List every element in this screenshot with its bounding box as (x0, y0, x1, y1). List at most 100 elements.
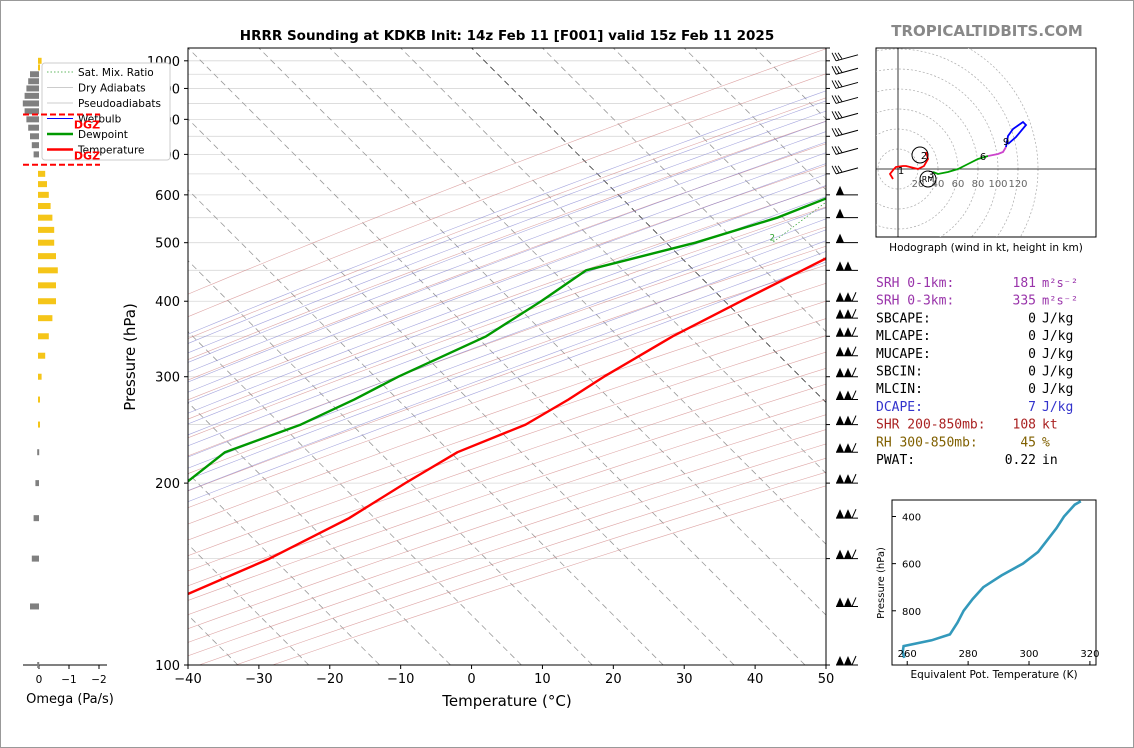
x-tick-label: 20 (605, 672, 622, 687)
dry-adiabat (188, 318, 826, 541)
hodo-height-label: 3 (928, 170, 934, 181)
wind-barb (831, 165, 859, 175)
moist-adiabat (188, 120, 826, 363)
isotherm (188, 472, 380, 665)
dry-adiabat (188, 226, 826, 457)
wind-barb (831, 52, 859, 62)
stat-label: SRH 0-3km: (876, 294, 954, 309)
omega-tick-label: −2 (91, 674, 106, 686)
hodograph (876, 48, 1096, 237)
omega-bar (37, 662, 40, 668)
dry-adiabat (188, 73, 826, 318)
omega-bar (35, 480, 39, 487)
wind-barb (836, 292, 858, 302)
omega-bar (28, 78, 39, 85)
watermark: TROPICALTIDBITS.COM (891, 22, 1083, 40)
x-tick-label: 50 (818, 672, 835, 687)
omega-bar (38, 253, 56, 260)
series-dewpoint (188, 197, 826, 483)
dry-adiabat (188, 143, 826, 381)
x-tick-label: −10 (387, 672, 414, 687)
omega-bar (38, 396, 40, 403)
theta-e-panel: 260 280 300 320 400 600 800 (891, 499, 1099, 666)
omega-bar (38, 267, 58, 274)
moist-adiabat (188, 261, 826, 502)
stat-unit: kt (1042, 418, 1058, 433)
hodo-height-label: 6 (980, 152, 986, 163)
stat-value: 0 (1028, 365, 1036, 380)
moist-adiabat (188, 251, 826, 491)
stat-unit: J/kg (1042, 365, 1073, 380)
omega-bar (38, 421, 40, 428)
hodo-circle (911, 146, 929, 164)
moist-adiabat (188, 131, 826, 373)
omega-bar (22, 100, 39, 107)
stat-value: 108 (1013, 418, 1036, 433)
mixing-ratio-label: 4 (830, 234, 835, 244)
wind-barb (836, 346, 858, 357)
stat-value: 0 (1028, 329, 1036, 344)
omega-bar (38, 352, 46, 359)
mixing-ratio-label: 6 (867, 234, 872, 244)
x-tick-label: −20 (316, 672, 343, 687)
omega-bar (38, 333, 49, 340)
x-tick-label: 0 (467, 672, 475, 687)
moist-adiabat (188, 100, 826, 344)
moist-adiabat (188, 240, 826, 480)
y-tick-label: 300 (155, 371, 180, 386)
omega-axis-label: Omega (Pa/s) (26, 692, 114, 707)
dry-adiabat (188, 383, 826, 601)
x-tick-label: 30 (676, 672, 693, 687)
hodo-segment-magenta (987, 146, 1007, 157)
omega-bar (30, 71, 39, 78)
stat-label: DCAPE: (876, 400, 923, 415)
isotherm (188, 118, 735, 665)
skewt-background-lines: 2 4 6 8 10 13 16 20 24 30 36 (188, 48, 872, 665)
mixing-ratio-label: 2 (770, 234, 775, 244)
dry-adiabat (188, 399, 826, 616)
x-tick-label: 10 (534, 672, 551, 687)
omega-tick-label: 0 (36, 674, 43, 686)
dry-adiabat (188, 300, 826, 525)
stat-label: SBCIN: (876, 365, 923, 380)
wind-barb (831, 111, 859, 120)
wind-barb (836, 261, 858, 271)
theta-e-frame (891, 499, 1097, 666)
wind-barb (836, 327, 858, 337)
omega-bar (28, 124, 39, 131)
omega-bar (38, 282, 56, 289)
dry-adiabat (188, 335, 826, 556)
wind-barb (836, 415, 858, 426)
hodo-height-label: 9 (1003, 137, 1009, 148)
moist-adiabat (188, 163, 826, 403)
dry-adiabat (188, 414, 826, 630)
stat-label: SBCAPE: (876, 311, 931, 326)
storm-motion-circle (919, 170, 937, 188)
hodograph-caption: Hodograph (wind in kt, height in km) (889, 242, 1083, 254)
stat-label: MUCAPE: (876, 347, 931, 362)
theta-e-line (901, 500, 1082, 659)
stat-value: 7 (1028, 400, 1036, 415)
theta-e-xtick-label: 320 (1080, 649, 1099, 660)
theta-e-plot (901, 500, 1082, 659)
omega-bar (38, 315, 53, 322)
omega-bar (38, 57, 42, 64)
y-axis-label: Pressure (hPa) (121, 303, 139, 411)
stat-label: SRH 0-1km: (876, 276, 954, 291)
isotherm (258, 48, 826, 616)
dry-adiabat (188, 120, 826, 360)
theta-e-xtick-label: 300 (1019, 649, 1038, 660)
hodo-height-label: 1 (898, 166, 904, 177)
omega-bar (38, 191, 49, 198)
dgz-label: DGZ (74, 118, 100, 131)
omega-bar (38, 298, 56, 305)
stat-label: PWAT: (876, 453, 915, 468)
omega-panel: 0 −1 −2 DGZ DGZ (22, 57, 107, 686)
wind-barb (836, 233, 858, 244)
moist-adiabat (188, 110, 826, 354)
wind-barb (831, 146, 859, 155)
hodo-tick-label: 60 (952, 179, 965, 190)
isotherm (188, 543, 310, 665)
omega-bar (38, 226, 55, 233)
dry-adiabat (188, 245, 826, 474)
